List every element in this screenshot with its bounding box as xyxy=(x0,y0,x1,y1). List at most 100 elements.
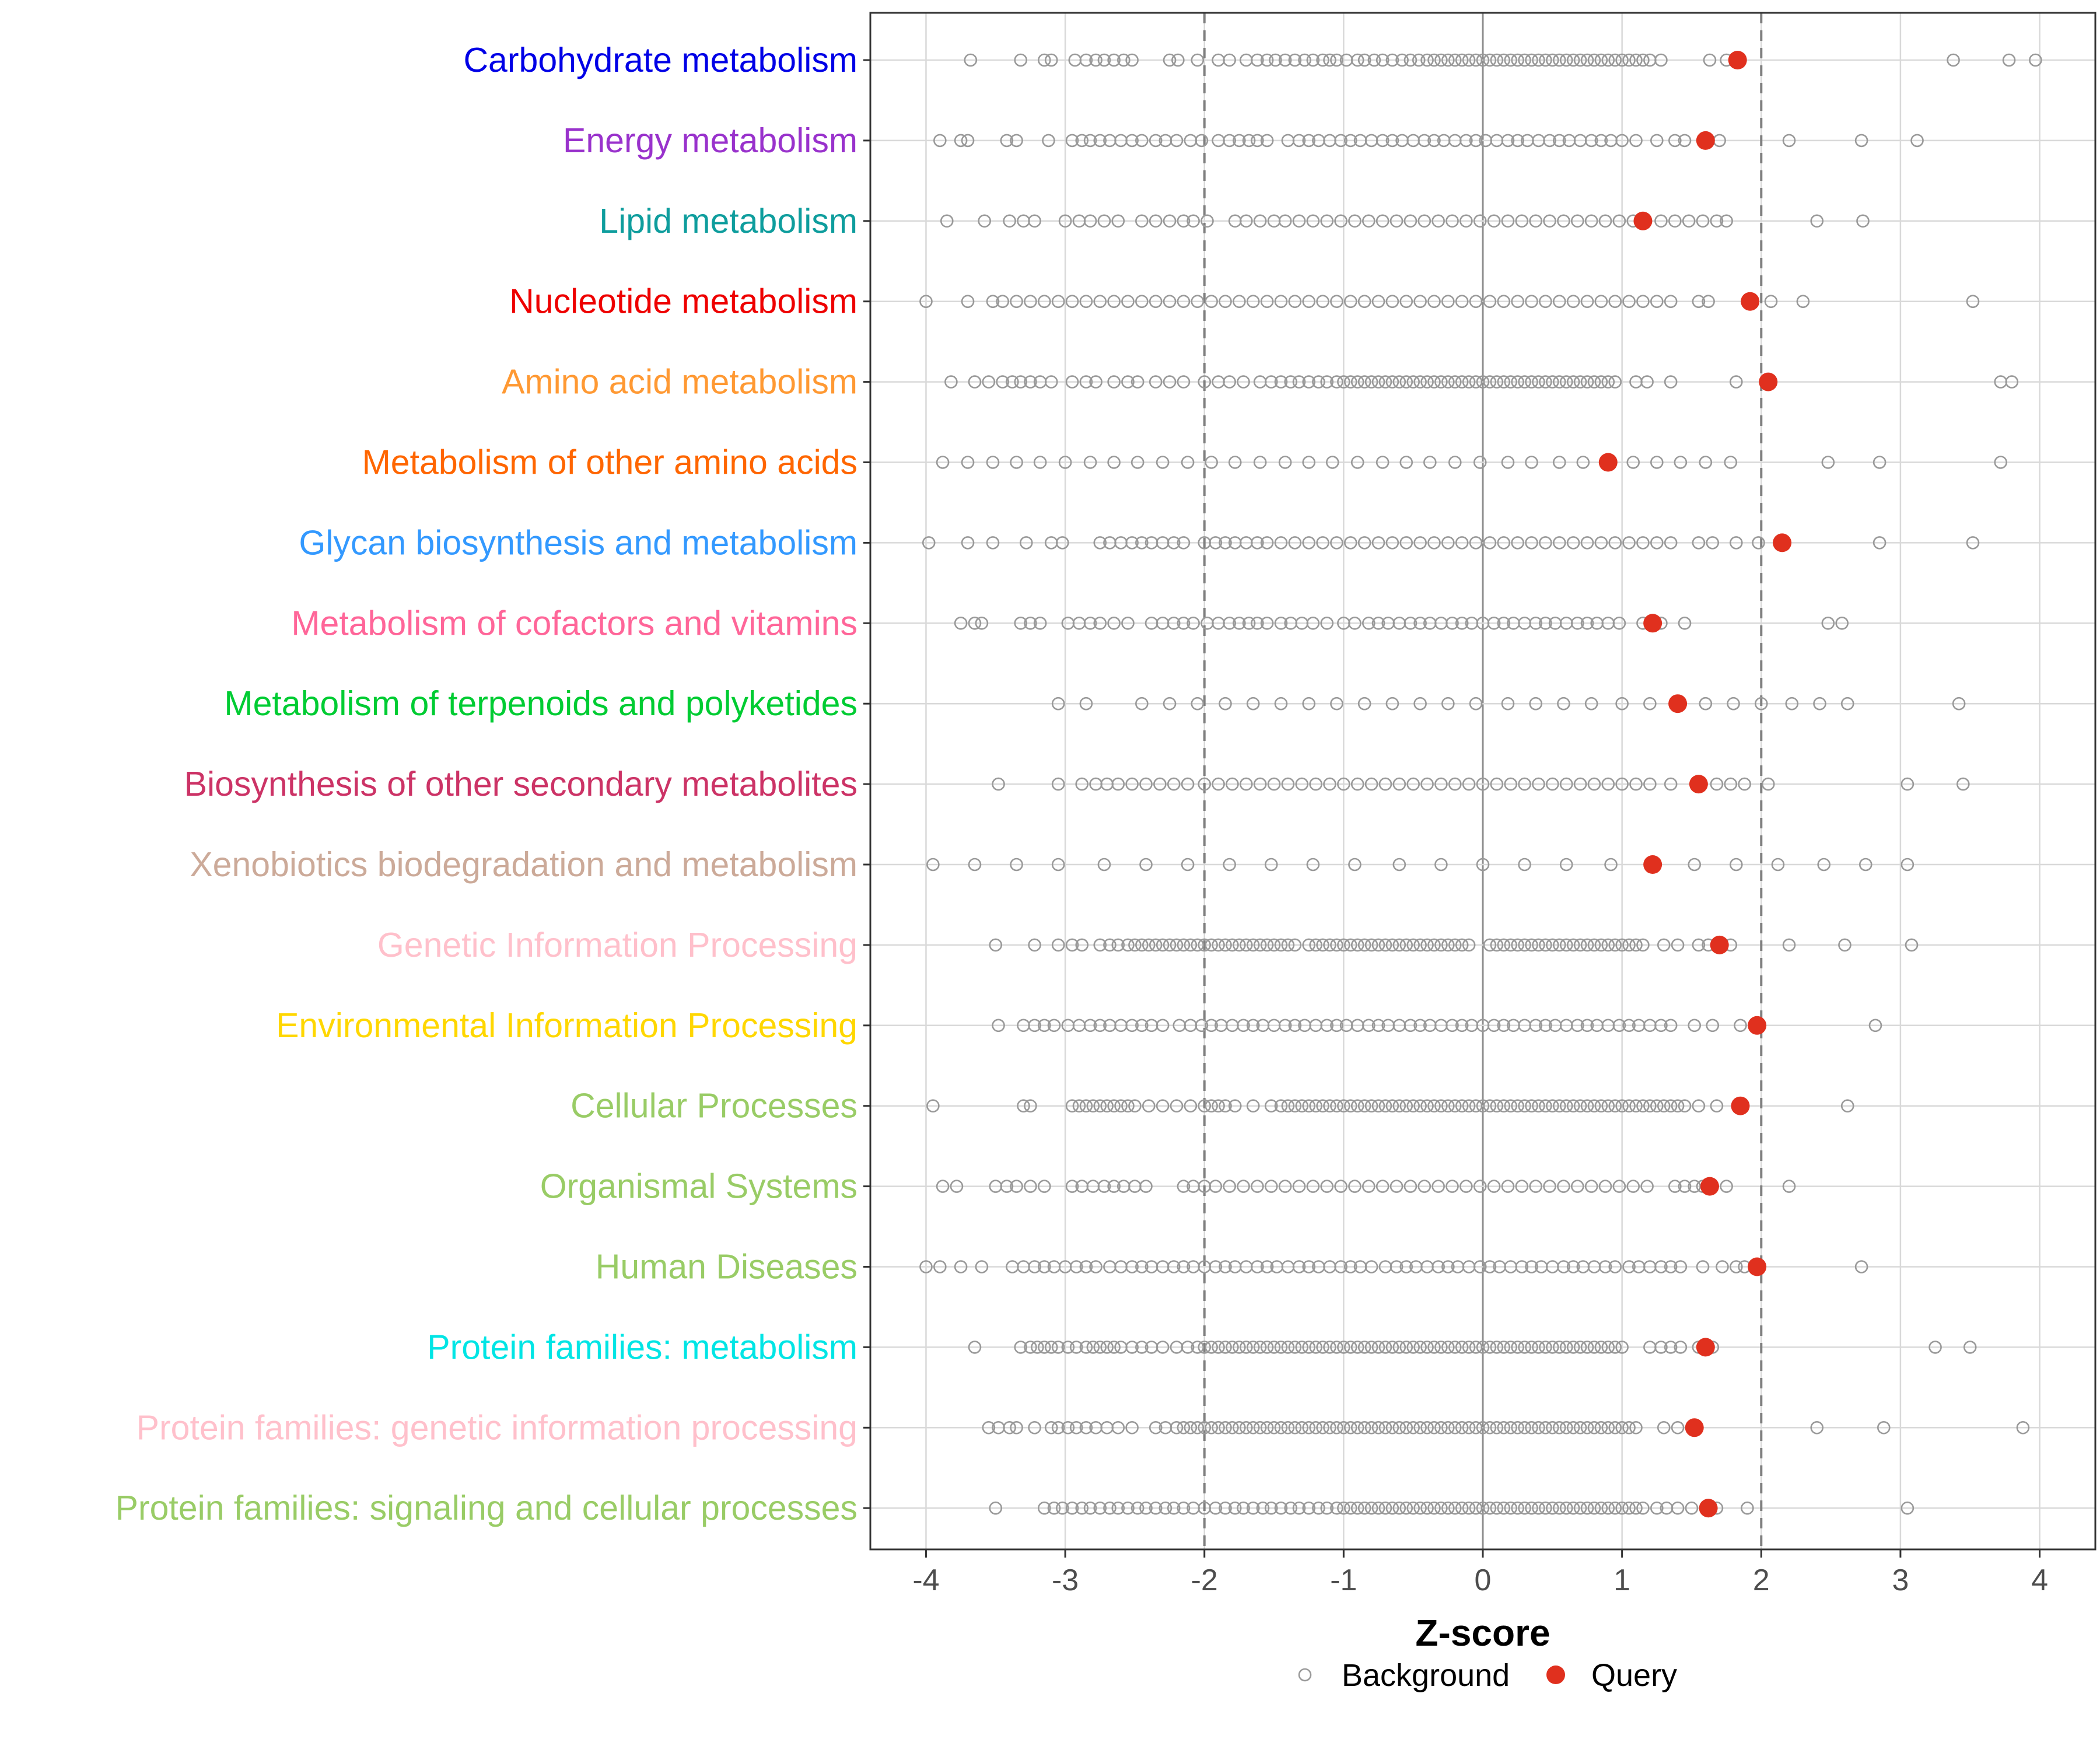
background-point xyxy=(1399,938,1413,952)
background-point xyxy=(1364,1260,1378,1273)
background-point xyxy=(1350,53,1364,67)
background-point xyxy=(1483,375,1497,389)
background-point xyxy=(1557,214,1570,228)
background-point xyxy=(1184,1421,1198,1434)
background-point xyxy=(1699,697,1713,711)
background-point xyxy=(1191,938,1205,952)
background-point xyxy=(1406,1341,1420,1354)
background-point xyxy=(1724,777,1738,791)
background-point xyxy=(1121,617,1135,630)
background-point xyxy=(1448,938,1462,952)
background-point xyxy=(1668,134,1682,148)
background-point xyxy=(1320,1180,1334,1193)
background-point xyxy=(1573,375,1587,389)
background-point xyxy=(1636,938,1650,952)
background-point xyxy=(1107,295,1121,309)
background-point xyxy=(1302,1501,1316,1515)
background-point xyxy=(1093,938,1107,952)
background-point xyxy=(964,53,978,67)
background-point xyxy=(1371,536,1385,550)
background-point xyxy=(1427,1501,1441,1515)
background-point xyxy=(1406,1501,1420,1515)
background-point xyxy=(1615,1099,1629,1112)
background-point xyxy=(1205,938,1218,952)
background-point xyxy=(926,858,940,872)
category-label: Xenobiotics biodegradation and metabolis… xyxy=(190,845,858,884)
background-point xyxy=(1323,1099,1336,1112)
background-point xyxy=(1615,53,1629,67)
background-point xyxy=(1097,53,1111,67)
background-point xyxy=(1657,1099,1671,1112)
background-point xyxy=(1274,1501,1288,1515)
background-point xyxy=(1734,1019,1747,1033)
background-point xyxy=(1337,1341,1350,1354)
background-point xyxy=(1295,1099,1309,1112)
background-point xyxy=(1128,1099,1142,1112)
background-point xyxy=(1205,1099,1218,1112)
background-point xyxy=(1497,938,1511,952)
background-point xyxy=(1483,1501,1497,1515)
background-point xyxy=(1288,1341,1302,1354)
background-point xyxy=(1650,1099,1664,1112)
background-point xyxy=(1260,295,1274,309)
background-point xyxy=(1813,697,1826,711)
background-point xyxy=(1284,375,1297,389)
background-point xyxy=(922,536,936,550)
background-point xyxy=(1612,214,1626,228)
background-point xyxy=(1504,1501,1518,1515)
background-point xyxy=(1692,295,1706,309)
background-point xyxy=(1608,1260,1622,1273)
background-point xyxy=(1741,1501,1754,1515)
background-point xyxy=(1504,938,1518,952)
category-label: Protein families: metabolism xyxy=(427,1328,858,1366)
background-point xyxy=(1051,938,1065,952)
background-point xyxy=(1320,1501,1334,1515)
background-point xyxy=(1601,1341,1615,1354)
background-point xyxy=(1392,858,1406,872)
background-point xyxy=(1223,375,1236,389)
background-point xyxy=(1640,375,1654,389)
background-point xyxy=(1643,1099,1657,1112)
background-point xyxy=(1061,1341,1075,1354)
background-point xyxy=(1608,1099,1622,1112)
background-point xyxy=(1350,938,1364,952)
background-point xyxy=(1615,1421,1629,1434)
background-point xyxy=(1559,1421,1573,1434)
data-points xyxy=(919,51,2042,1518)
background-point xyxy=(1149,375,1163,389)
background-point xyxy=(1543,1180,1556,1193)
background-point xyxy=(1692,1099,1706,1112)
background-point xyxy=(1083,134,1097,148)
background-point xyxy=(1302,1260,1316,1273)
background-point xyxy=(1539,1099,1552,1112)
background-point xyxy=(1302,456,1316,469)
background-point xyxy=(1448,1501,1462,1515)
background-point xyxy=(1487,214,1501,228)
background-point xyxy=(1357,295,1371,309)
background-point xyxy=(1640,1180,1654,1193)
y-axis-ticks: Carbohydrate metabolism Energy metabolism… xyxy=(116,41,870,1527)
background-point xyxy=(1334,1260,1348,1273)
background-point xyxy=(1260,1421,1274,1434)
background-point xyxy=(1302,697,1316,711)
background-point xyxy=(1121,375,1135,389)
background-point xyxy=(1392,1099,1406,1112)
background-point xyxy=(1281,1099,1295,1112)
background-point xyxy=(1462,777,1476,791)
background-point xyxy=(1348,214,1362,228)
background-point xyxy=(1557,1260,1570,1273)
background-point xyxy=(1573,777,1587,791)
background-point xyxy=(1079,1341,1093,1354)
background-point xyxy=(1121,1099,1135,1112)
background-point xyxy=(1566,536,1580,550)
background-point xyxy=(1267,777,1281,791)
background-point xyxy=(944,375,958,389)
background-point xyxy=(1253,214,1267,228)
background-point xyxy=(1469,53,1483,67)
background-point xyxy=(1706,536,1720,550)
category-label: Glycan biosynthesis and metabolism xyxy=(299,523,858,562)
background-point xyxy=(1427,1421,1441,1434)
background-point xyxy=(1330,1501,1343,1515)
category-label: Cellular Processes xyxy=(570,1087,858,1125)
background-point xyxy=(1097,858,1111,872)
